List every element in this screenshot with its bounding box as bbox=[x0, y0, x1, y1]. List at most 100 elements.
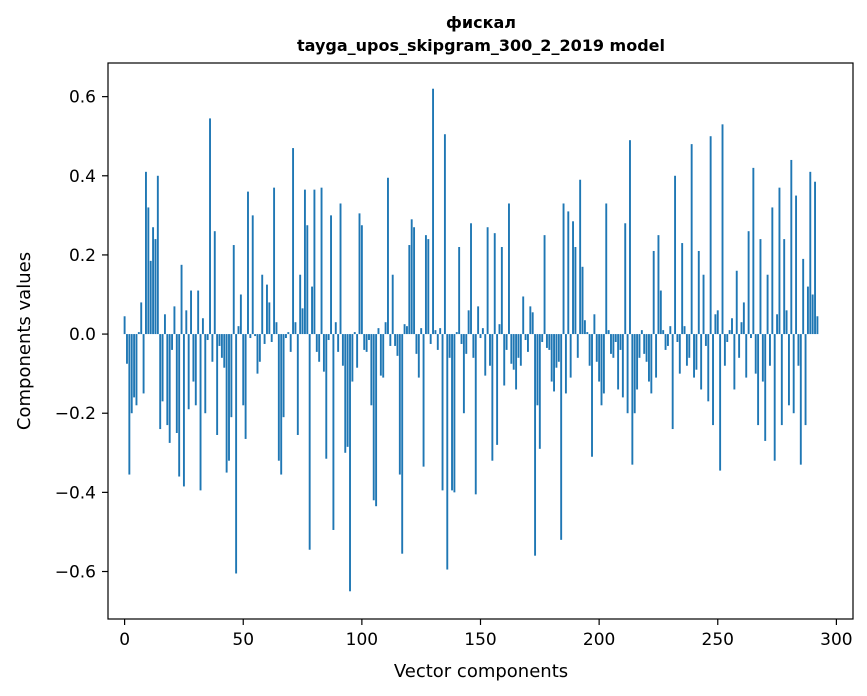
bar bbox=[441, 334, 444, 491]
bar bbox=[797, 334, 800, 366]
bar bbox=[695, 334, 698, 370]
bar bbox=[721, 124, 724, 335]
bar bbox=[448, 334, 451, 358]
bar bbox=[270, 334, 273, 342]
bar bbox=[728, 330, 731, 335]
bar bbox=[790, 159, 793, 335]
bar bbox=[740, 322, 743, 335]
bar bbox=[436, 334, 439, 350]
bar bbox=[230, 334, 233, 418]
bar bbox=[479, 334, 482, 339]
bar bbox=[500, 247, 503, 335]
bar bbox=[598, 334, 601, 382]
bar bbox=[156, 175, 159, 335]
bar bbox=[239, 294, 242, 335]
bar bbox=[351, 334, 354, 382]
bar bbox=[223, 334, 226, 368]
bar bbox=[311, 286, 313, 335]
bar bbox=[655, 334, 658, 378]
bar bbox=[209, 118, 211, 335]
bar bbox=[201, 318, 204, 335]
bar bbox=[583, 320, 586, 335]
bar bbox=[553, 334, 555, 392]
bar bbox=[453, 334, 456, 493]
bar bbox=[197, 290, 200, 335]
bar bbox=[560, 334, 563, 540]
bar bbox=[147, 207, 150, 335]
bar bbox=[593, 314, 596, 335]
bar bbox=[204, 334, 207, 414]
bar bbox=[785, 310, 788, 335]
bar bbox=[308, 334, 311, 550]
bar bbox=[339, 203, 342, 335]
bar bbox=[652, 250, 655, 335]
bar bbox=[424, 235, 427, 335]
bar bbox=[163, 314, 166, 335]
bar bbox=[249, 334, 252, 339]
bar bbox=[285, 334, 287, 339]
bar bbox=[709, 136, 712, 335]
bar bbox=[648, 334, 650, 382]
bar bbox=[638, 334, 641, 358]
bar bbox=[301, 308, 304, 335]
bar bbox=[754, 334, 757, 374]
bar bbox=[567, 211, 570, 335]
bar bbox=[266, 284, 268, 335]
bar bbox=[617, 334, 620, 390]
bar bbox=[322, 334, 325, 372]
x-tick-label: 50 bbox=[232, 630, 254, 650]
y-tick-label: 0.6 bbox=[69, 88, 96, 108]
bar bbox=[631, 334, 634, 465]
bar bbox=[678, 334, 681, 374]
bar bbox=[659, 290, 662, 335]
bar bbox=[432, 88, 434, 335]
bar bbox=[180, 264, 183, 335]
bar bbox=[128, 334, 131, 475]
bar bbox=[562, 203, 565, 335]
bar bbox=[199, 334, 202, 491]
bar bbox=[795, 195, 798, 335]
bar bbox=[704, 334, 707, 346]
bar bbox=[358, 213, 361, 335]
bar bbox=[607, 330, 610, 335]
bar bbox=[681, 243, 684, 335]
bar bbox=[545, 334, 548, 348]
y-tick-label: 0.4 bbox=[69, 167, 96, 187]
bar bbox=[439, 328, 442, 335]
bar bbox=[474, 334, 477, 495]
bar bbox=[579, 179, 582, 335]
bar bbox=[735, 270, 738, 335]
bar bbox=[394, 334, 397, 346]
bar bbox=[341, 334, 344, 366]
bar bbox=[415, 334, 418, 354]
bar bbox=[515, 334, 518, 390]
bar bbox=[486, 227, 489, 335]
y-tick-label: −0.4 bbox=[55, 483, 96, 503]
bar bbox=[330, 215, 332, 335]
bar bbox=[645, 334, 648, 362]
bar bbox=[332, 334, 335, 530]
bar bbox=[491, 334, 494, 461]
bar bbox=[731, 318, 733, 335]
bar bbox=[806, 286, 809, 335]
bar bbox=[242, 334, 245, 406]
bar bbox=[719, 334, 722, 471]
bar bbox=[313, 189, 316, 335]
bar bbox=[588, 334, 591, 366]
bar bbox=[517, 334, 520, 358]
bar bbox=[408, 245, 411, 335]
x-tick-label: 250 bbox=[702, 630, 734, 650]
bar bbox=[268, 302, 271, 335]
x-tick-label: 150 bbox=[464, 630, 496, 650]
bar bbox=[778, 187, 781, 335]
bar bbox=[472, 334, 475, 358]
bar bbox=[384, 322, 387, 335]
bar bbox=[320, 187, 323, 335]
bar bbox=[650, 334, 653, 394]
bar bbox=[723, 334, 726, 366]
bar bbox=[676, 334, 679, 342]
bar bbox=[216, 334, 219, 435]
bar bbox=[481, 328, 484, 335]
bar bbox=[557, 334, 560, 362]
bar bbox=[228, 334, 230, 461]
